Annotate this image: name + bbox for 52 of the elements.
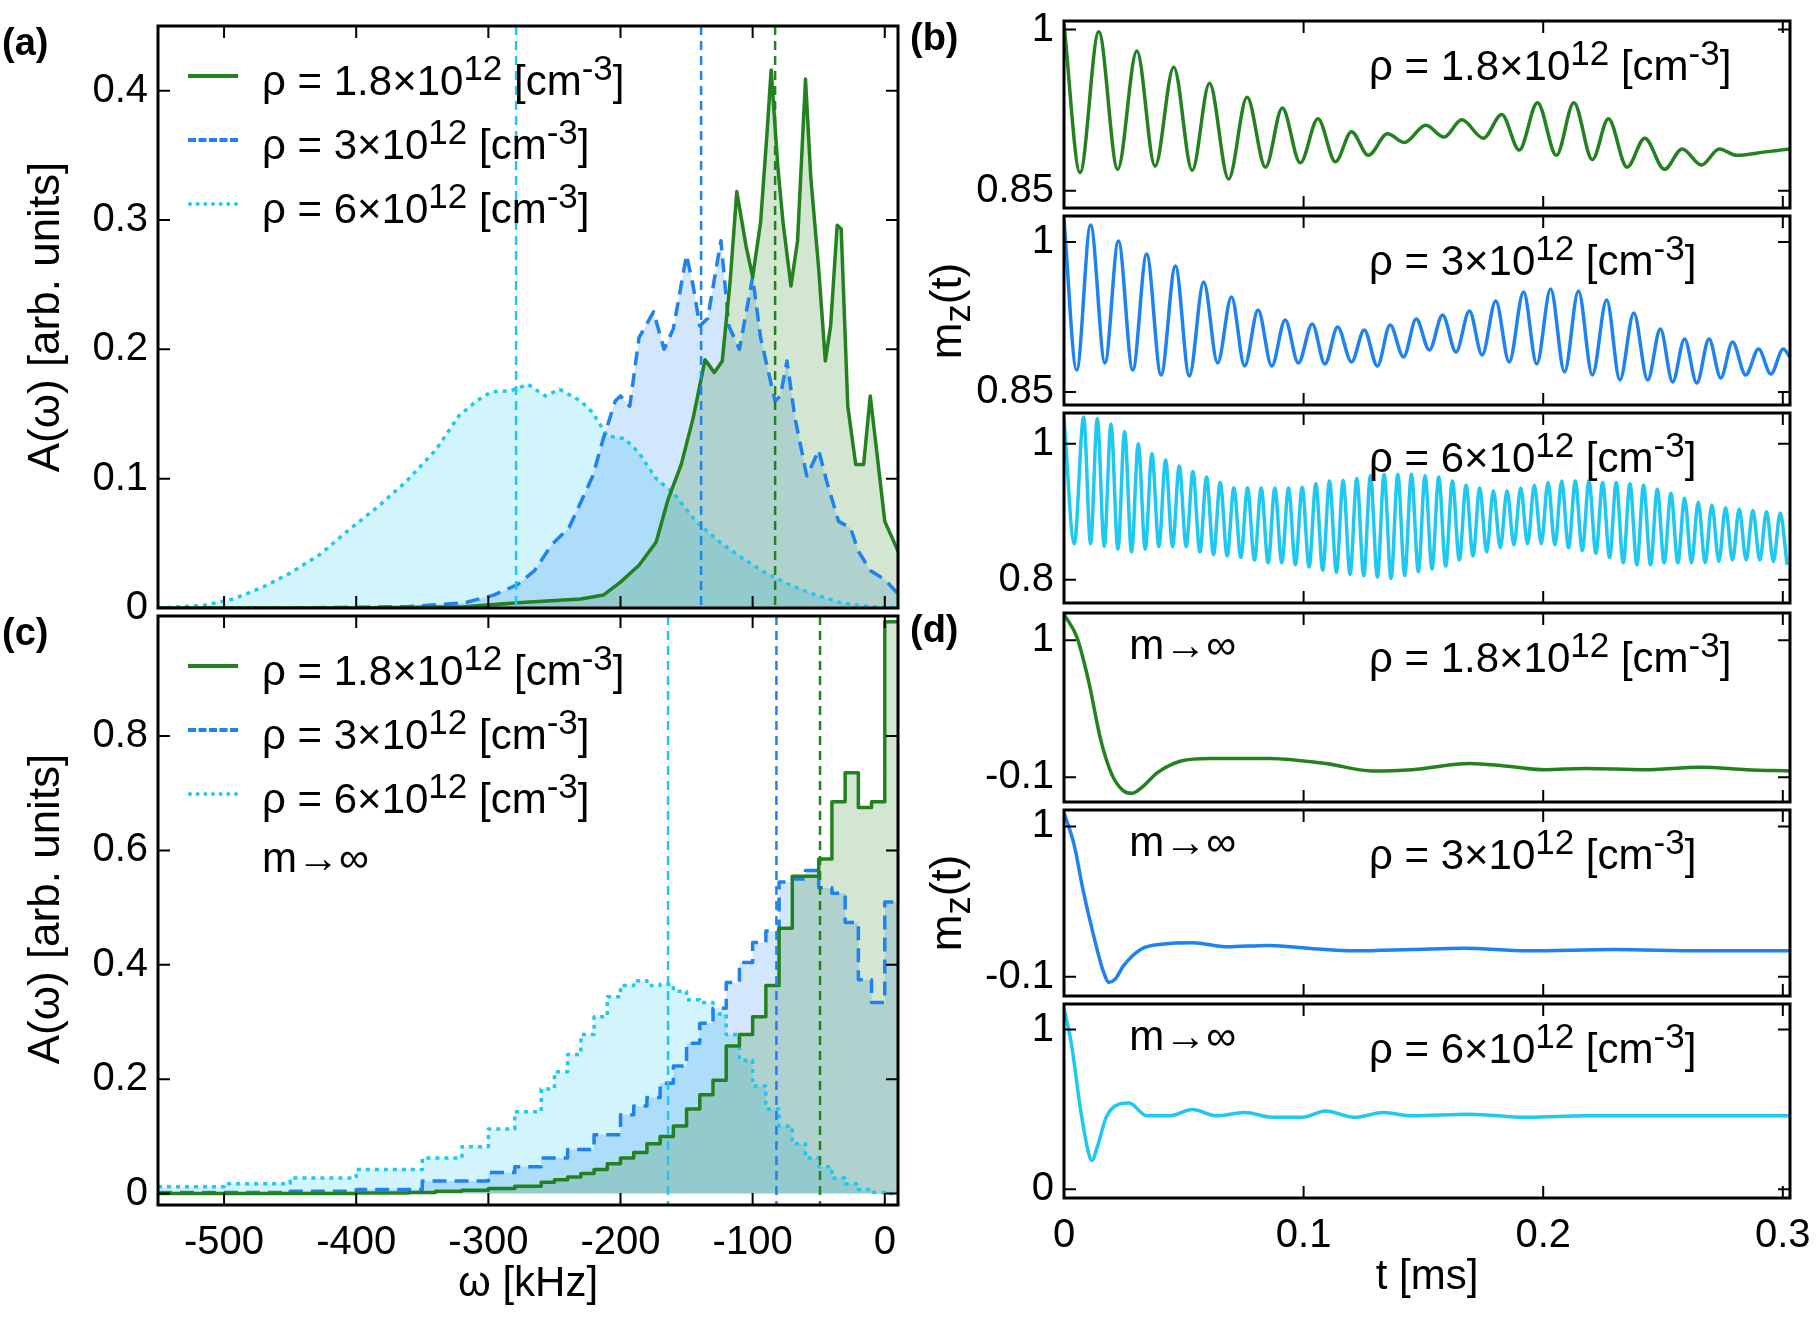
- x-tick-label: -100: [712, 1218, 793, 1263]
- annotation: m→∞: [1129, 1011, 1237, 1061]
- legend-label: ρ = 3×10$^{12}$ [cm$^{-3}$]: [262, 701, 590, 759]
- y-tick-label: 0.4: [92, 65, 148, 110]
- y-tick-label: 0.1: [92, 453, 148, 498]
- annotation: ρ = 1.8×10$^{12}$ [cm$^{-3}$]: [1368, 32, 1732, 91]
- annotation: ρ = 1.8×10$^{12}$ [cm$^{-3}$]: [1368, 624, 1732, 683]
- chart-title: (c): [2, 610, 49, 654]
- y-tick-label: 1: [1031, 1004, 1054, 1049]
- y-tick-label: 0.6: [92, 825, 148, 870]
- legend-label: ρ = 6×10$^{12}$ [cm$^{-3}$]: [262, 765, 590, 823]
- y-tick-label: 1: [1031, 217, 1054, 262]
- legend-label: ρ = 1.8×10$^{12}$ [cm$^{-3}$]: [262, 47, 625, 105]
- chart-title: (d): [910, 607, 959, 651]
- x-tick-label: 0.2: [1515, 1211, 1572, 1256]
- annotation: ρ = 3×10$^{12}$ [cm$^{-3}$]: [1368, 821, 1697, 880]
- y-axis-title: A(ω) [arb. units]: [19, 161, 69, 473]
- y-tick-label: 0: [1031, 1164, 1054, 1209]
- x-tick-label: 0.1: [1275, 1211, 1332, 1256]
- legend-label: ρ = 6×10$^{12}$ [cm$^{-3}$]: [262, 175, 590, 233]
- annotation: ρ = 6×10$^{12}$ [cm$^{-3}$]: [1368, 424, 1697, 483]
- y-tick-label: 0.85: [976, 367, 1054, 412]
- annotation: ρ = 6×10$^{12}$ [cm$^{-3}$]: [1368, 1015, 1697, 1074]
- annotation: m→∞: [1129, 817, 1237, 867]
- legend-label: ρ = 3×10$^{12}$ [cm$^{-3}$]: [262, 111, 590, 169]
- y-tick-label: 1: [1031, 615, 1054, 660]
- annotation: ρ = 3×10$^{12}$ [cm$^{-3}$]: [1368, 227, 1697, 286]
- chart-title: (a): [2, 20, 49, 64]
- x-tick-label: -400: [316, 1218, 397, 1263]
- x-axis-title: t [ms]: [1375, 1251, 1479, 1298]
- y-tick-label: 0.2: [92, 1054, 148, 1099]
- y-tick-label: 1: [1031, 4, 1054, 49]
- y-tick-label: 1: [1031, 418, 1054, 463]
- y-tick-label: -0.1: [985, 951, 1054, 996]
- y-tick-label: 0.8: [998, 554, 1054, 599]
- x-tick-label: -500: [184, 1218, 265, 1263]
- x-tick-label: 0.3: [1755, 1211, 1811, 1256]
- annotation: m→∞: [261, 833, 370, 883]
- y-tick-label: 0.85: [976, 165, 1054, 210]
- chart-title: (b): [910, 15, 959, 59]
- y-tick-label: 0.3: [92, 195, 148, 240]
- y-tick-label: 0.4: [92, 939, 148, 984]
- y-tick-label: -0.1: [985, 752, 1054, 797]
- x-tick-label: 0: [873, 1218, 896, 1263]
- legend-label: ρ = 1.8×10$^{12}$ [cm$^{-3}$]: [262, 637, 625, 695]
- y-tick-label: 0: [125, 1168, 148, 1213]
- y-axis-title: A(ω) [arb. units]: [19, 753, 69, 1064]
- y-tick-label: 0.2: [92, 324, 148, 369]
- y-tick-label: 1: [1031, 801, 1054, 846]
- y-tick-label: 0: [125, 583, 148, 628]
- annotation: m→∞: [1129, 620, 1237, 670]
- y-tick-label: 0.8: [92, 711, 148, 756]
